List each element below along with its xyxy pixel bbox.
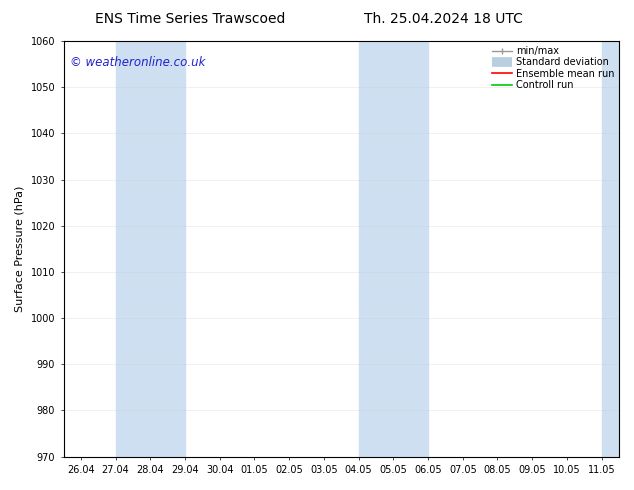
Text: © weatheronline.co.uk: © weatheronline.co.uk bbox=[70, 55, 205, 69]
Text: ENS Time Series Trawscoed: ENS Time Series Trawscoed bbox=[95, 12, 285, 26]
Bar bbox=[359, 41, 428, 457]
Bar bbox=[115, 41, 185, 457]
Legend: min/max, Standard deviation, Ensemble mean run, Controll run: min/max, Standard deviation, Ensemble me… bbox=[490, 44, 616, 92]
Text: Th. 25.04.2024 18 UTC: Th. 25.04.2024 18 UTC bbox=[365, 12, 523, 26]
Y-axis label: Surface Pressure (hPa): Surface Pressure (hPa) bbox=[15, 186, 25, 312]
Bar bbox=[602, 41, 619, 457]
